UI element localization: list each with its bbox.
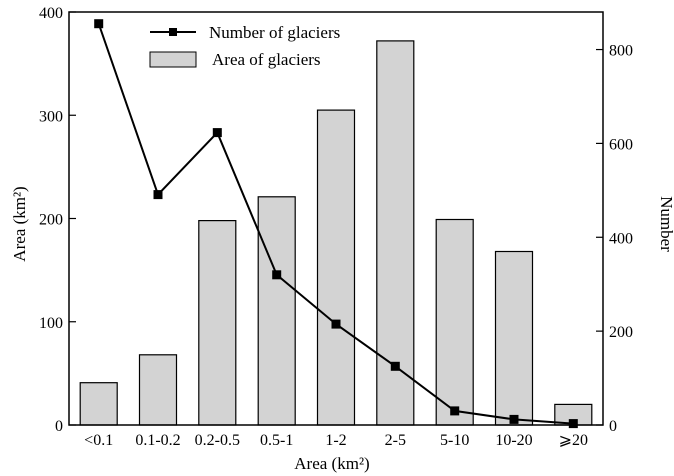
x-tick-label-0: <0.1 (84, 432, 113, 449)
number-point-7 (509, 414, 519, 424)
number-point-3 (272, 270, 282, 280)
bar-5 (376, 40, 415, 426)
x-tick-label-7: 10-20 (495, 432, 532, 449)
x-axis-title: Area (km²) (294, 454, 369, 473)
y-right-tick-label-3: 600 (609, 136, 633, 153)
x-tick-label-6: 5-10 (440, 432, 469, 449)
bar-4 (316, 109, 356, 426)
y-right-tick-label-1: 200 (609, 324, 633, 341)
legend-label-area: Area of glaciers (212, 50, 321, 69)
line-series-group (94, 19, 578, 429)
number-point-6 (450, 406, 460, 416)
y-left-tick-label-2: 200 (39, 212, 63, 229)
x-tick-label-4: 1-2 (325, 432, 346, 449)
number-point-0 (94, 19, 104, 29)
x-tick-label-5: 2-5 (385, 432, 406, 449)
axes-group: 0 100 200 300 400 0 200 400 600 800 <0.1 0.1-0.2 0.2… (39, 5, 633, 449)
x-tick-label-2: 0.2-0.5 (195, 432, 240, 449)
bars-group (79, 40, 593, 426)
bar-7 (494, 250, 534, 426)
bar-3 (257, 196, 296, 426)
x-tick-label-3: 0.5-1 (260, 432, 293, 449)
legend-label-number: Number of glaciers (209, 23, 340, 42)
y-axis-right-title: Number (657, 196, 674, 252)
number-point-8 (568, 419, 578, 429)
y-right-tick-label-4: 800 (609, 43, 633, 60)
number-point-5 (390, 361, 400, 371)
y-axis-left-title: Area (km²) (10, 186, 29, 261)
bar-0 (79, 382, 118, 426)
x-tick-label-1: 0.1-0.2 (135, 432, 180, 449)
bar-6 (435, 218, 474, 426)
legend-line-marker (169, 28, 177, 36)
y-right-tick-label-2: 400 (609, 230, 633, 247)
bar-1 (138, 354, 178, 426)
y-left-tick-label-0: 0 (55, 418, 63, 435)
number-point-4 (331, 319, 341, 329)
y-right-tick-label-0: 0 (609, 418, 617, 435)
y-left-tick-label-3: 300 (39, 108, 63, 125)
number-point-2 (212, 128, 222, 138)
bar-2 (198, 220, 237, 426)
number-point-1 (153, 190, 163, 200)
legend-bar-swatch (149, 51, 197, 68)
x-tick-label-8: ⩾20 (559, 432, 588, 449)
y-left-tick-label-4: 400 (39, 5, 63, 22)
legend: Number of glaciers Area of glaciers (149, 23, 340, 69)
y-left-tick-label-1: 100 (39, 315, 63, 332)
